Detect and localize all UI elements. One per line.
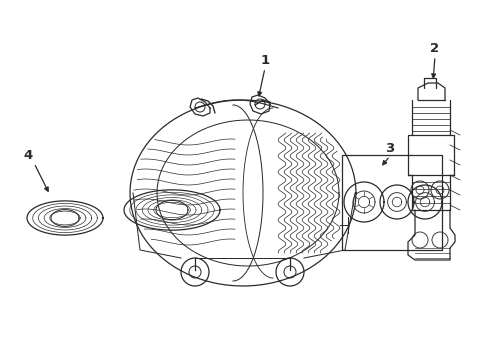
Text: 1: 1 [261, 54, 270, 67]
Text: 4: 4 [24, 149, 33, 162]
Bar [342, 155, 442, 250]
Text: 2: 2 [430, 41, 440, 54]
Text: 3: 3 [385, 141, 394, 154]
